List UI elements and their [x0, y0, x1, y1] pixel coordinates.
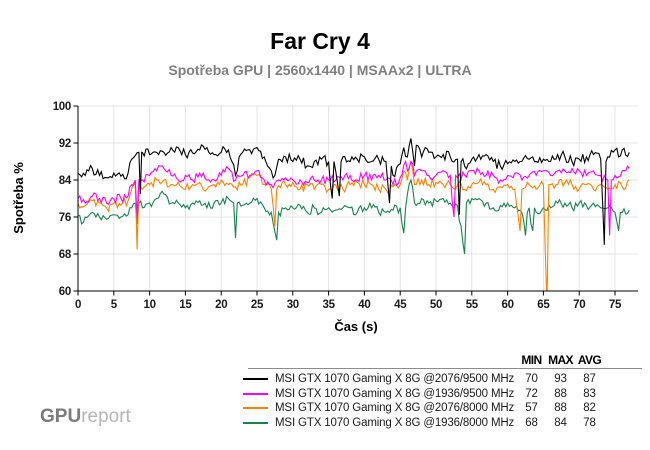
series-line-1 — [78, 159, 630, 236]
legend-row: MSI GTX 1070 Gaming X 8G @1936/8000 MHz 6… — [243, 416, 604, 431]
chart-header: Far Cry 4 Spotřeba GPU | 2560x1440 | MSA… — [0, 28, 640, 78]
x-tick-label: 50 — [430, 299, 442, 311]
chart-title: Far Cry 4 — [270, 28, 370, 54]
y-tick-label: 92 — [59, 138, 71, 150]
x-tick-label: 10 — [143, 299, 155, 311]
legend-row: MSI GTX 1070 Gaming X 8G @1936/9500 MHz 7… — [243, 387, 604, 402]
x-tick-label: 5 — [111, 299, 118, 311]
series-line-0 — [78, 138, 630, 245]
plot-gridlines — [78, 105, 638, 291]
series-label: MSI GTX 1070 Gaming X 8G @2076/8000 MHz — [275, 402, 515, 415]
x-tick-label: 65 — [537, 299, 550, 311]
power-consumption-chart: 0 5 10 15 20 25 30 35 40 45 50 55 60 65 70 75 60 68 76 84 92… — [11, 101, 638, 334]
y-tick-label: 60 — [59, 286, 71, 298]
x-tick-label: 70 — [573, 299, 585, 311]
legend-header: MIN MAX AVG — [243, 351, 604, 368]
x-tick-label: 15 — [179, 299, 192, 311]
chart-subtitle: Spotřeba GPU | 2560x1440 | MSAAx2 | ULTR… — [168, 62, 472, 78]
series-label: MSI GTX 1070 Gaming X 8G @1936/9500 MHz — [275, 387, 515, 400]
series-stat-max: 93 — [554, 373, 567, 386]
series-stat-max: 88 — [554, 387, 567, 400]
x-tick-label: 40 — [358, 299, 370, 311]
y-tick-label: 84 — [59, 175, 72, 187]
legend-divider — [248, 368, 642, 369]
gpureport-logo-light: report — [81, 406, 131, 427]
x-tick-label: 35 — [322, 299, 335, 311]
legend-rows: MSI GTX 1070 Gaming X 8G @2076/9500 MHz 7… — [243, 369, 604, 430]
series-label: MSI GTX 1070 Gaming X 8G @1936/8000 MHz — [275, 416, 515, 429]
legend-row: MSI GTX 1070 Gaming X 8G @2076/9500 MHz 7… — [243, 372, 604, 387]
x-axis-label: Čas (s) — [334, 319, 377, 334]
series-stat-min: 68 — [525, 416, 538, 429]
series-color-swatch — [243, 392, 268, 395]
legend-col-min: MIN — [521, 352, 542, 367]
x-tick-label: 45 — [394, 299, 407, 311]
series-label: MSI GTX 1070 Gaming X 8G @2076/9500 MHz — [275, 373, 515, 386]
x-tick-label: 30 — [287, 299, 299, 311]
series-stat-min: 72 — [525, 387, 538, 400]
legend: MIN MAX AVG MSI GTX 1070 Gaming X 8G @20… — [243, 351, 642, 430]
legend-col-avg: AVG — [577, 352, 602, 367]
gpureport-logo: GPUreport — [40, 406, 131, 428]
series-stat-avg: 78 — [583, 416, 596, 429]
legend-row: MSI GTX 1070 Gaming X 8G @2076/8000 MHz 5… — [243, 401, 604, 416]
y-tick-label: 76 — [59, 212, 71, 224]
series-stat-avg: 82 — [583, 402, 596, 415]
series-line-3 — [78, 178, 630, 255]
tick-labels: 0 5 10 15 20 25 30 35 40 45 50 55 60 65 70 75 60 68 76 84 92… — [53, 101, 623, 311]
y-axis-label: Spotřeba % — [11, 162, 26, 234]
series-color-swatch — [243, 421, 268, 424]
series-line-2 — [78, 161, 630, 292]
series-stat-max: 84 — [554, 416, 567, 429]
x-tick-label: 20 — [215, 299, 227, 311]
series-stat-avg: 87 — [583, 373, 596, 386]
series-stat-min: 70 — [525, 373, 538, 386]
y-tick-label: 68 — [59, 249, 72, 261]
legend-col-max: MAX — [548, 352, 573, 367]
gpureport-logo-bold: GPU — [40, 406, 82, 427]
series-stat-avg: 83 — [583, 387, 596, 400]
series-stat-max: 88 — [554, 402, 567, 415]
series-stat-min: 57 — [525, 402, 538, 415]
tick-marks — [73, 105, 616, 296]
y-tick-label: 100 — [53, 101, 71, 113]
x-tick-label: 25 — [251, 299, 264, 311]
series-color-swatch — [243, 378, 268, 381]
axes — [77, 106, 638, 292]
x-tick-label: 75 — [609, 299, 622, 311]
series-color-swatch — [243, 407, 268, 410]
x-tick-label: 60 — [501, 299, 513, 311]
series-lines — [78, 138, 630, 292]
x-tick-label: 55 — [466, 299, 479, 311]
x-tick-label: 0 — [75, 299, 81, 311]
